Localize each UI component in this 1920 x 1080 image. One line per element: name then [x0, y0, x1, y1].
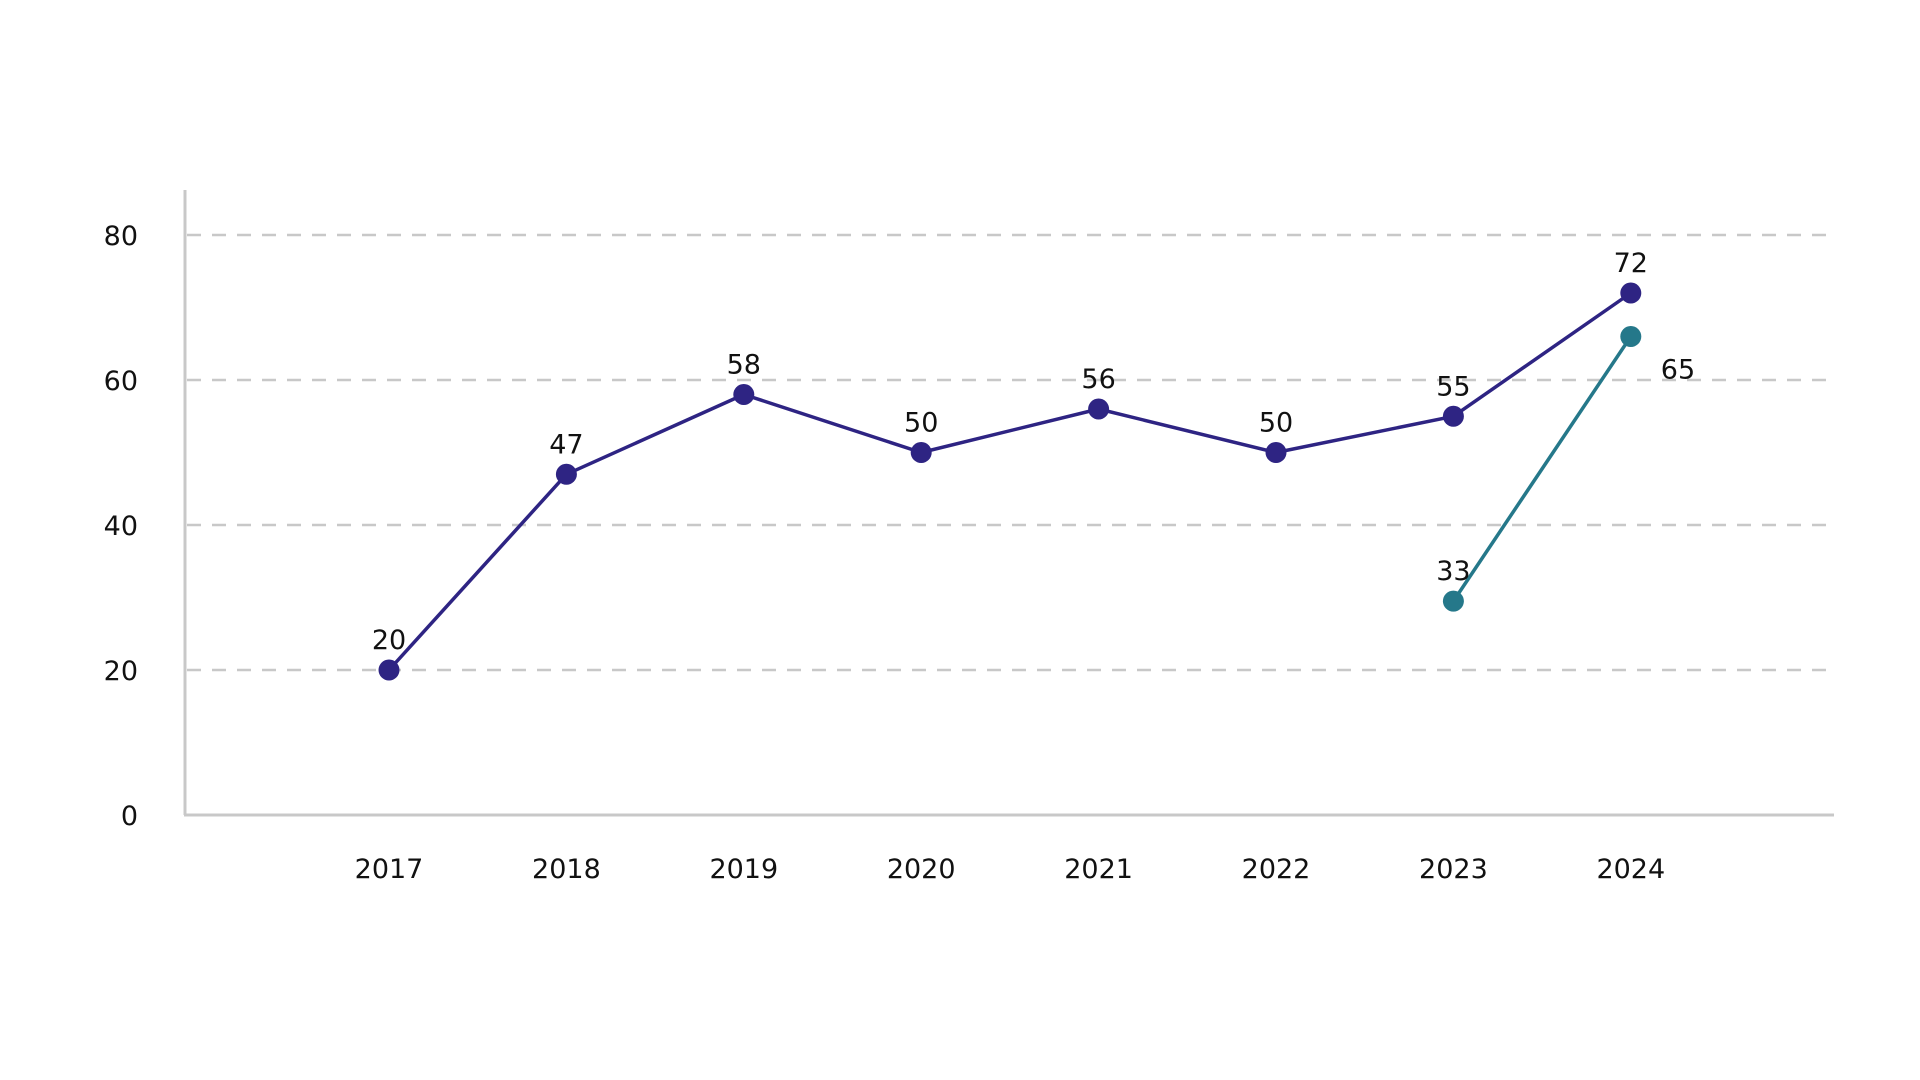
- series-lines: [387, 291, 1633, 672]
- data-label: 33: [1436, 556, 1470, 587]
- data-label: 72: [1614, 248, 1648, 279]
- x-tick-label: 2018: [532, 854, 601, 885]
- data-point: [1620, 282, 1642, 304]
- x-tick-label: 2022: [1242, 854, 1311, 885]
- data-point: [1620, 326, 1642, 347]
- data-point: [910, 442, 932, 463]
- axes: [183, 190, 1834, 817]
- data-label: 20: [372, 625, 406, 656]
- x-tick-label: 2021: [1064, 854, 1133, 885]
- y-tick-label: 60: [104, 366, 138, 397]
- grid-lines: [187, 233, 1834, 672]
- y-tick-label: 80: [104, 221, 138, 252]
- data-point: [1442, 590, 1464, 612]
- data-label: 55: [1436, 371, 1470, 402]
- y-tick-label: 40: [104, 511, 138, 542]
- series-line-2: [1451, 335, 1633, 603]
- data-label: 65: [1661, 355, 1695, 386]
- x-tick-label: 2024: [1596, 854, 1665, 885]
- data-labels: 20 47 58 50 56 50 55 72 33 65: [372, 248, 1695, 656]
- data-point: [1265, 442, 1287, 463]
- x-tick-label: 2017: [355, 854, 424, 885]
- x-tick-label: 2023: [1419, 854, 1488, 885]
- data-point: [1442, 405, 1464, 427]
- x-tick-labels: 2017 2018 2019 2020 2021 2022 2023 2024: [355, 854, 1666, 885]
- data-point: [555, 463, 577, 485]
- data-label: 50: [904, 408, 938, 439]
- data-label: 56: [1081, 364, 1115, 395]
- data-point: [733, 384, 755, 405]
- data-label: 58: [727, 350, 761, 381]
- x-tick-label: 2019: [709, 854, 778, 885]
- y-tick-label: 20: [104, 656, 138, 687]
- data-point: [378, 659, 400, 681]
- series-line-1: [387, 291, 1632, 672]
- y-tick-label: 0: [121, 801, 138, 832]
- x-tick-label: 2020: [887, 854, 956, 885]
- data-label: 47: [549, 429, 583, 460]
- data-points: [378, 282, 1642, 681]
- y-tick-labels: 0 20 40 60 80: [104, 221, 138, 832]
- data-point: [1088, 398, 1110, 420]
- data-label: 50: [1259, 408, 1293, 439]
